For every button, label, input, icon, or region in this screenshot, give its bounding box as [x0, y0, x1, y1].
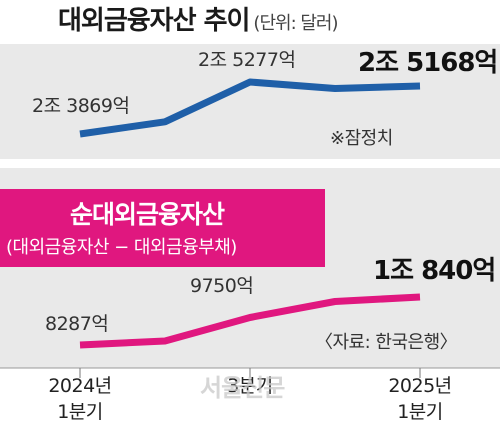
title-text: 대외금융자산 추이 — [58, 6, 250, 36]
series-line-0 — [79, 78, 421, 138]
net-assets-badge: 순대외금융자산 (대외금융자산 − 대외금융부채) — [0, 189, 325, 267]
chart-title: 대외금융자산 추이 (단위: 달러) — [58, 0, 339, 37]
value-label-0-0: 2조 3869억 — [32, 95, 129, 117]
value-label-0-2: 2조 5277억 — [198, 49, 295, 71]
estimate-note: ※잠정치 — [330, 128, 393, 149]
x-tick-sublabel-0: 1분기 — [57, 401, 103, 423]
value-label-1-0: 8287억 — [45, 313, 108, 335]
upper-panel-background — [0, 44, 500, 159]
value-label-1-4: 1조 840억 — [373, 256, 495, 286]
watermark: 서울신문 — [200, 374, 285, 402]
unit-label: (단위: 달러) — [253, 13, 338, 34]
series-line-1 — [79, 293, 421, 349]
x-tick-label-1: 3분기 — [227, 375, 273, 397]
x-tick-label-0: 2024년 — [48, 375, 111, 397]
value-label-1-2: 9750억 — [190, 275, 253, 297]
net-assets-subtitle: (대외금융자산 − 대외금융부채) — [6, 237, 237, 258]
x-tick-sublabel-2: 1분기 — [397, 401, 443, 423]
net-assets-title: 순대외금융자산 — [70, 200, 225, 229]
source-note: 〈자료: 한국은행〉 — [315, 332, 458, 353]
x-tick-label-2: 2025년 — [388, 375, 451, 397]
value-label-0-4: 2조 5168억 — [358, 48, 497, 78]
